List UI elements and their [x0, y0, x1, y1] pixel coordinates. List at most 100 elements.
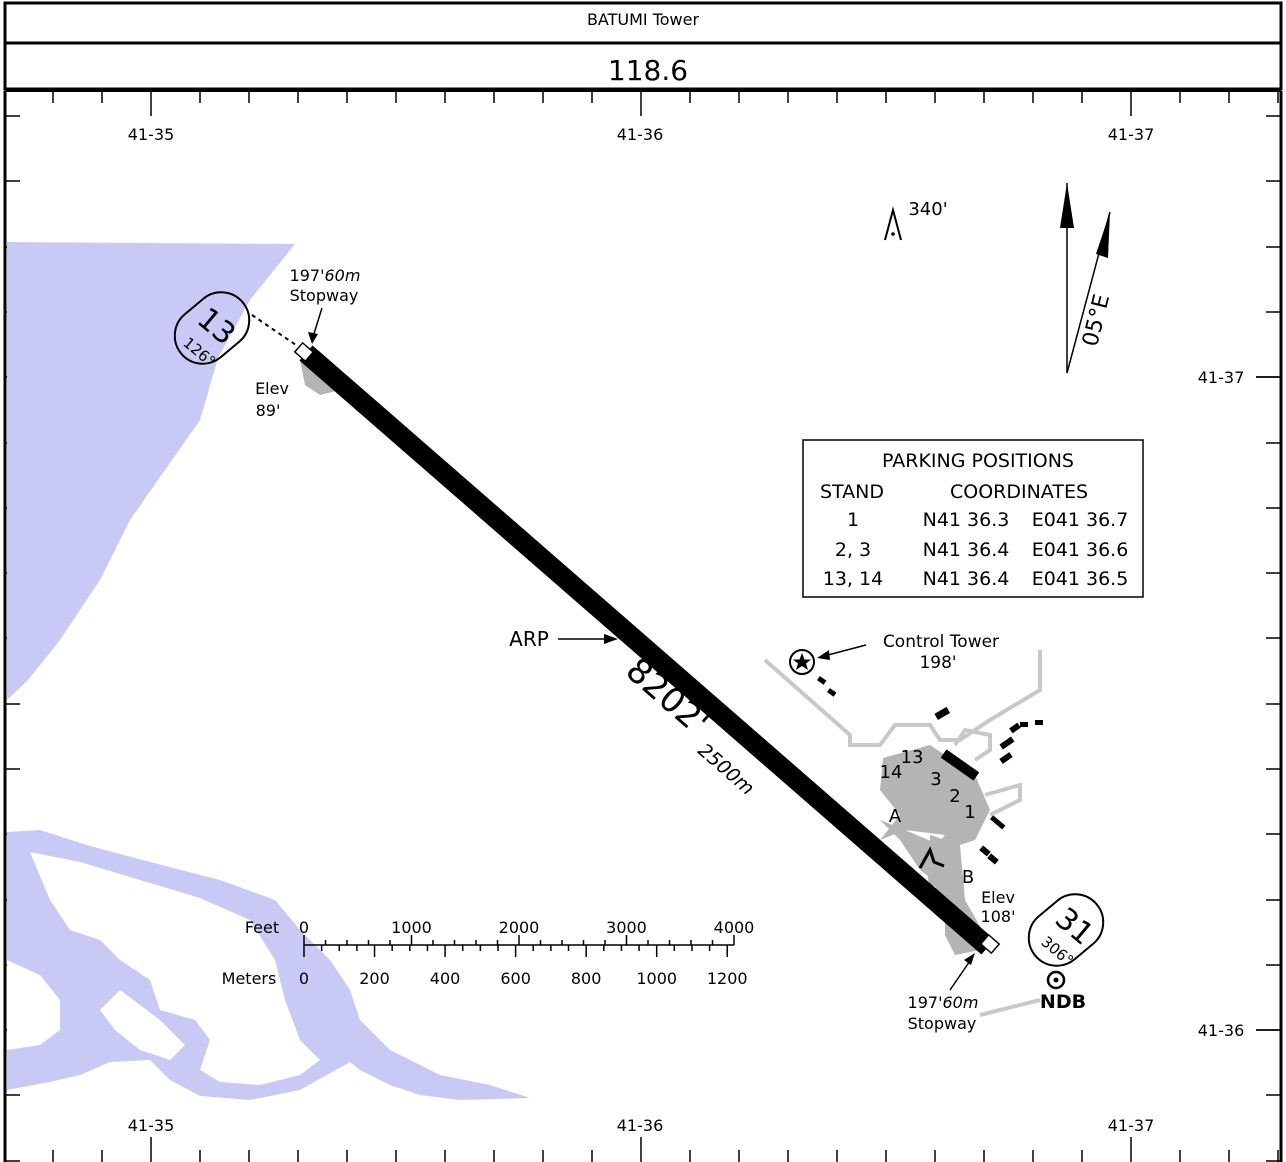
- stopway-se-leader: [949, 957, 973, 991]
- scale-bar: Feet Meters 0 1000 2000 3000 4000 0 200 400 600 8…: [222, 918, 755, 988]
- lon-label-top: 41-36: [617, 125, 664, 144]
- obstacle-dot-icon: [891, 232, 895, 236]
- taxiway-a-label: A: [889, 806, 902, 827]
- stand-2-label: 2: [949, 786, 960, 807]
- parking-lon: E041 36.7: [1032, 509, 1129, 531]
- control-tower-label: Control Tower: [883, 632, 999, 652]
- land-island-3: [100, 990, 185, 1060]
- ndb-label: NDB: [1040, 991, 1086, 1013]
- elev-13-label: Elev: [255, 379, 289, 398]
- lat-label-right: 41-37: [1198, 368, 1245, 387]
- scale-meter-tick-label: 1000: [636, 969, 677, 988]
- building: [1020, 722, 1028, 727]
- control-tower-leader: [823, 644, 867, 657]
- lat-label-right: 41-36: [1198, 1021, 1245, 1040]
- lon-label-top: 41-35: [128, 125, 175, 144]
- runway-end-13-marker: [173, 291, 251, 365]
- arp-arrowhead: [604, 634, 618, 644]
- control-tower-arrowhead: [817, 650, 830, 660]
- stopway-se: [979, 933, 1001, 955]
- building: [989, 815, 1006, 830]
- control-tower-elevation: 198': [919, 653, 956, 673]
- ndb-access-road: [979, 998, 1041, 1017]
- stopway-se-arrowhead: [964, 953, 975, 965]
- parking-stand: 1: [847, 509, 859, 531]
- scale-meter-tick-label: 600: [500, 969, 531, 988]
- building: [1035, 720, 1043, 725]
- tower-frequency: 118.6: [608, 54, 688, 87]
- scale-meter-tick-label: 200: [359, 969, 390, 988]
- stand-1-label: 1: [964, 802, 975, 823]
- elev-31-label: Elev: [981, 888, 1015, 907]
- parking-stand: 2, 3: [835, 539, 871, 561]
- scale-feet-tick-label: 1000: [391, 918, 432, 937]
- building: [827, 688, 837, 697]
- parking-lon: E041 36.5: [1032, 568, 1129, 590]
- elev-13-value: 89': [256, 401, 281, 420]
- approach-lights-13: [251, 314, 297, 346]
- building: [934, 706, 951, 720]
- magnetic-north-arrow-icon: [1096, 212, 1110, 258]
- lon-label-top: 41-37: [1108, 125, 1155, 144]
- stand-14-label: 14: [880, 762, 903, 783]
- water-sea: [7, 242, 295, 700]
- scale-feet-tick-label: 2000: [499, 918, 540, 937]
- parking-table-border: [802, 439, 1144, 598]
- control-tower-star-icon: [793, 653, 811, 670]
- building: [987, 853, 999, 865]
- land-island-1: [30, 852, 320, 1085]
- parking-lon: E041 36.6: [1032, 539, 1129, 561]
- arp-label: ARP: [509, 627, 549, 651]
- parking-lat: N41 36.3: [923, 509, 1010, 531]
- stopway-nw: [293, 341, 315, 363]
- parking-lat: N41 36.4: [923, 539, 1010, 561]
- lon-label-bottom: 41-37: [1108, 1116, 1155, 1135]
- facility-name: BATUMI Tower: [587, 10, 700, 29]
- scale-meter-tick-label: 1200: [707, 969, 748, 988]
- apron: [880, 745, 990, 890]
- lon-label-bottom: 41-36: [617, 1116, 664, 1135]
- runway-end-31-marker: [1027, 893, 1105, 967]
- scale-feet-tick-label: 4000: [714, 918, 755, 937]
- service-road-loop: [953, 727, 992, 762]
- stand-13-label: 13: [901, 747, 924, 768]
- elev-31-value: 108': [981, 907, 1016, 926]
- service-road-north: [763, 650, 1042, 747]
- terminal-building: [940, 749, 980, 781]
- scale-feet-label: Feet: [245, 918, 279, 937]
- buildings: [817, 676, 1043, 865]
- ndb-center-icon: [1053, 977, 1059, 983]
- stopway-nw-length: 197'60m: [290, 266, 361, 285]
- parking-col-coords: COORDINATES: [950, 481, 1088, 503]
- header-box: [3, 1, 1283, 91]
- land-island-2: [7, 960, 60, 1050]
- scale-meter-tick-label: 0: [299, 969, 309, 988]
- parking-title: PARKING POSITIONS: [882, 450, 1074, 472]
- building: [979, 845, 991, 857]
- service-road-east: [984, 782, 1022, 817]
- scale-meters-label: Meters: [222, 969, 277, 988]
- runway-13-31: [299, 345, 995, 955]
- stopway-se-length: 197'60m: [908, 993, 979, 1012]
- building: [999, 752, 1013, 764]
- magnetic-variation: 05°E: [1078, 292, 1115, 349]
- stopway-se-label: Stopway: [908, 1014, 977, 1033]
- scale-feet-tick-label: 0: [299, 918, 309, 937]
- parking-col-stand: STAND: [820, 481, 884, 503]
- scale-meter-tick-label: 400: [430, 969, 461, 988]
- scale-feet-tick-label: 3000: [606, 918, 647, 937]
- stand-3-label: 3: [930, 769, 941, 790]
- obstacle-elevation: 340': [908, 199, 947, 220]
- parking-stand: 13, 14: [823, 568, 883, 590]
- building: [817, 676, 827, 685]
- stopway-nw-arrowhead: [308, 332, 318, 344]
- taxiway-b-label: B: [962, 867, 974, 888]
- parking-positions-table: PARKING POSITIONS STAND COORDINATES 1 N4…: [802, 439, 1144, 598]
- scale-meter-tick-label: 800: [571, 969, 602, 988]
- building: [1009, 722, 1021, 734]
- lon-label-bottom: 41-35: [128, 1116, 175, 1135]
- stopway-nw-label: Stopway: [290, 286, 359, 305]
- taxiway-a-area: [880, 820, 950, 885]
- parking-lat: N41 36.4: [923, 568, 1010, 590]
